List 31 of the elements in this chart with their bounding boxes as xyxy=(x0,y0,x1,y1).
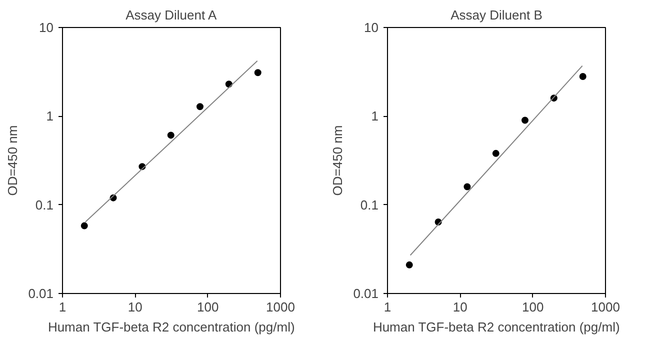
chart-title: Assay Diluent A xyxy=(126,8,217,22)
y-tick-label: 10 xyxy=(39,20,54,35)
point xyxy=(80,222,88,230)
x-tick-label: 1000 xyxy=(266,300,295,314)
y-tick-label: 10 xyxy=(364,20,379,35)
x-axis-title: Human TGF-beta R2 concentration (pg/ml) xyxy=(48,320,295,334)
x-tick-label: 1 xyxy=(58,300,66,314)
point xyxy=(521,116,528,124)
x-tick-label: 10 xyxy=(128,300,142,314)
point xyxy=(406,261,413,268)
y-axis-title: OD=450 nm xyxy=(330,125,346,196)
x-tick-label: 10 xyxy=(452,300,468,314)
point xyxy=(492,150,500,157)
x-tick-label: 100 xyxy=(196,300,219,314)
point xyxy=(196,103,204,110)
point xyxy=(464,183,471,190)
point xyxy=(579,73,586,80)
y-tick-label: 0.1 xyxy=(35,197,54,212)
x-tick-label: 100 xyxy=(522,300,544,314)
y-tick-label: 0.01 xyxy=(353,286,379,301)
chart-title: Assay Diluent B xyxy=(450,8,542,22)
y-tick-label: 1 xyxy=(46,108,54,124)
point xyxy=(167,132,174,139)
x-tick-label: 1000 xyxy=(591,300,620,314)
y-tick-label: 0.01 xyxy=(28,286,54,301)
x-axis-title: Human TGF-beta R2 concentration (pg/ml) xyxy=(372,320,620,334)
point xyxy=(254,69,262,76)
x-tick-label: 1 xyxy=(384,300,392,314)
y-tick-label: 1 xyxy=(371,108,379,124)
y-axis-title: OD=450 nm xyxy=(5,125,20,196)
y-tick-label: 0.1 xyxy=(360,197,379,212)
